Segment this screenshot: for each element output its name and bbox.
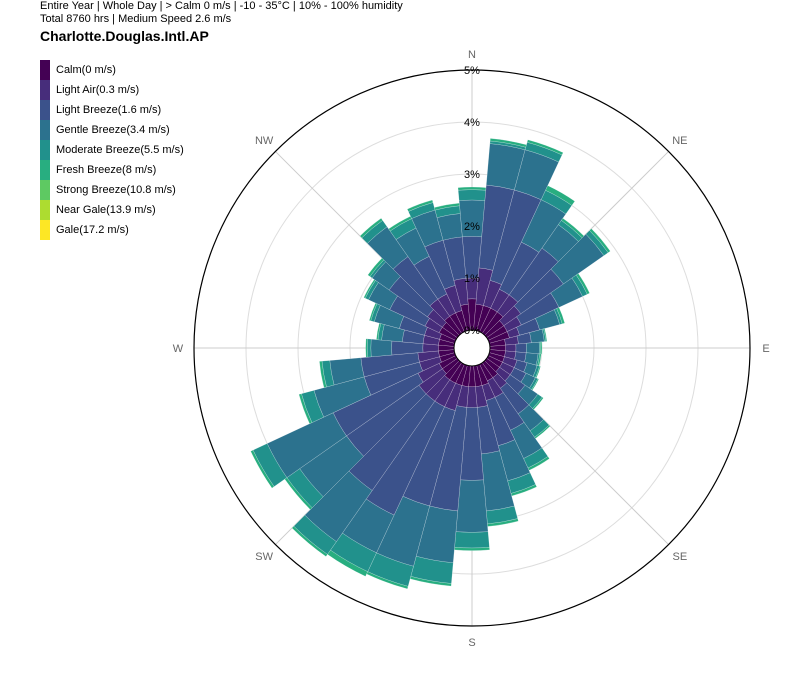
wind-sector-band [291, 525, 328, 557]
wind-sector-band [359, 217, 383, 239]
legend-swatch [40, 220, 50, 240]
direction-label: SE [673, 551, 688, 563]
total-hours-summary: Total 8760 hrs | Medium Speed 2.6 m/s [40, 13, 232, 25]
direction-label: N [468, 49, 476, 61]
legend-swatch [40, 140, 50, 160]
radial-tick-label: 3% [464, 169, 480, 181]
radial-tick-label: 5% [464, 65, 480, 77]
wind-sector-band [539, 341, 543, 355]
legend-label: Near Gale(13.9 m/s) [56, 204, 156, 216]
legend-label: Strong Breeze(10.8 m/s) [56, 184, 176, 196]
legend-label: Calm(0 m/s) [56, 64, 116, 76]
legend-item[interactable]: Calm(0 m/s) [40, 60, 184, 80]
inner-circle [453, 329, 491, 367]
wind-sector-band [406, 199, 434, 212]
wind-sector-band [365, 338, 368, 358]
legend-item[interactable]: Fresh Breeze(8 m/s) [40, 160, 184, 180]
direction-label: SW [255, 551, 273, 563]
direction-label: NE [672, 135, 687, 147]
wind-sector-band [370, 338, 393, 358]
wind-sector-band [589, 228, 611, 253]
legend-label: Moderate Breeze(5.5 m/s) [56, 144, 184, 156]
wind-sector-band [525, 341, 540, 355]
legend-item[interactable]: Near Gale(13.9 m/s) [40, 200, 184, 220]
legend-swatch [40, 120, 50, 140]
outer-circle [193, 69, 751, 627]
legend-label: Fresh Breeze(8 m/s) [56, 164, 157, 176]
legend-item[interactable]: Gale(17.2 m/s) [40, 220, 184, 240]
wind-sector-band [556, 307, 565, 325]
legend-item[interactable]: Light Air(0.3 m/s) [40, 80, 184, 100]
wind-sector-band [298, 393, 313, 424]
wind-sector-band [545, 185, 576, 206]
legend-item[interactable]: Light Breeze(1.6 m/s) [40, 100, 184, 120]
radial-tick-label: 2% [464, 221, 480, 233]
legend-label: Light Air(0.3 m/s) [56, 84, 140, 96]
radial-tick-label: 0% [464, 325, 480, 337]
legend-item[interactable]: Strong Breeze(10.8 m/s) [40, 180, 184, 200]
legend-item[interactable]: Moderate Breeze(5.5 m/s) [40, 140, 184, 160]
legend-label: Gale(17.2 m/s) [56, 224, 129, 236]
direction-label: NW [255, 135, 274, 147]
legend-swatch [40, 80, 50, 100]
legend-swatch [40, 160, 50, 180]
legend-swatch [40, 100, 50, 120]
wind-sector-band [319, 360, 327, 388]
wind-sector-band [454, 531, 490, 549]
legend-label: Gentle Breeze(3.4 m/s) [56, 124, 170, 136]
station-title: Charlotte.Douglas.Intl.AP [40, 28, 209, 44]
legend-swatch [40, 180, 50, 200]
direction-label: W [173, 343, 184, 355]
direction-label: E [762, 343, 769, 355]
wind-sector-band [543, 328, 548, 342]
legend-swatch [40, 200, 50, 220]
direction-label: S [468, 637, 475, 649]
legend-item[interactable]: Gentle Breeze(3.4 m/s) [40, 120, 184, 140]
speed-legend: Calm(0 m/s) Light Air(0.3 m/s) Light Bre… [40, 60, 184, 240]
wind-sector-band [575, 273, 590, 295]
wind-sector-band [434, 202, 460, 211]
wind-sector-band [455, 479, 489, 533]
radial-tick-label: 4% [464, 117, 480, 129]
wind-sector-band [457, 186, 487, 191]
wind-sector-band [515, 343, 527, 353]
radial-tick-label: 1% [464, 273, 480, 285]
wind-sector-band [526, 139, 564, 156]
wind-sector-band [505, 343, 517, 353]
filter-summary: Entire Year | Whole Day | > Calm 0 m/s |… [40, 0, 403, 12]
legend-swatch [40, 60, 50, 80]
wind-sector-band [457, 189, 487, 201]
wind-sector-band [366, 338, 372, 358]
wind-sector-band [250, 449, 275, 489]
chart-header: Entire Year | Whole Day | > Calm 0 m/s |… [40, 0, 403, 45]
legend-label: Light Breeze(1.6 m/s) [56, 104, 162, 116]
